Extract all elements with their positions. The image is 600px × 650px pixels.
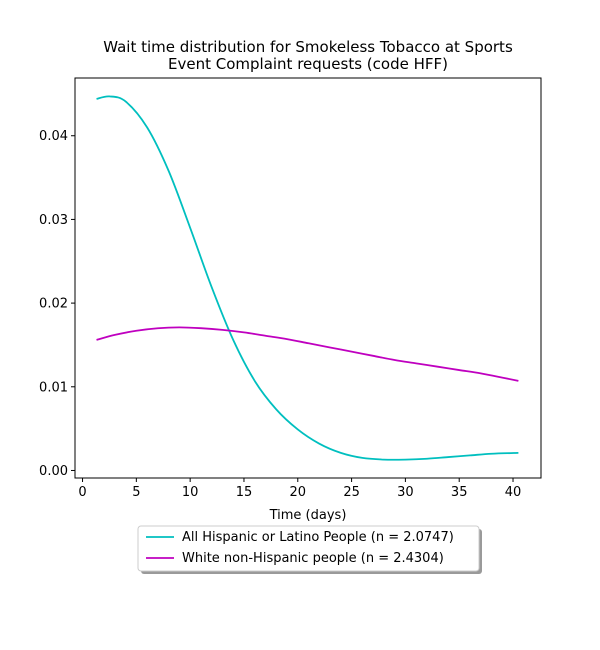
x-tick-label: 20 xyxy=(290,485,307,500)
x-tick-label: 10 xyxy=(182,485,199,500)
y-tick-label: 0.03 xyxy=(39,213,68,228)
x-axis: 0 5 10 15 20 25 30 35 40 xyxy=(78,478,521,500)
y-tick-label: 0.02 xyxy=(39,297,68,312)
x-tick-label: 35 xyxy=(451,485,468,500)
y-tick-label: 0.01 xyxy=(39,380,68,395)
x-tick-label: 0 xyxy=(78,485,86,500)
legend-box xyxy=(137,525,480,572)
x-tick-label: 25 xyxy=(343,485,360,500)
y-tick-label: 0.00 xyxy=(39,464,68,479)
x-tick-label: 30 xyxy=(397,485,414,500)
y-axis: 0.00 0.01 0.02 0.03 0.04 xyxy=(39,129,75,479)
chart-title-line-1: Wait time distribution for Smokeless Tob… xyxy=(103,38,513,56)
legend: All Hispanic or Latino People (n = 2.074… xyxy=(137,525,482,574)
chart-title-line-2: Event Complaint requests (code HFF) xyxy=(168,55,448,73)
series-layer xyxy=(96,95,519,461)
x-tick-label: 40 xyxy=(505,485,522,500)
y-tick-label: 0.04 xyxy=(39,129,68,144)
series-line-1 xyxy=(96,326,519,382)
x-axis-label: Time (days) xyxy=(269,508,347,523)
series-line-0 xyxy=(96,95,519,461)
x-tick-label: 15 xyxy=(236,485,253,500)
plot-frame xyxy=(74,77,542,479)
legend-label-hispanic: All Hispanic or Latino People (n = 2.074… xyxy=(182,530,454,545)
legend-label-white: White non-Hispanic people (n = 2.4304) xyxy=(182,551,444,566)
x-tick-label: 5 xyxy=(132,485,140,500)
